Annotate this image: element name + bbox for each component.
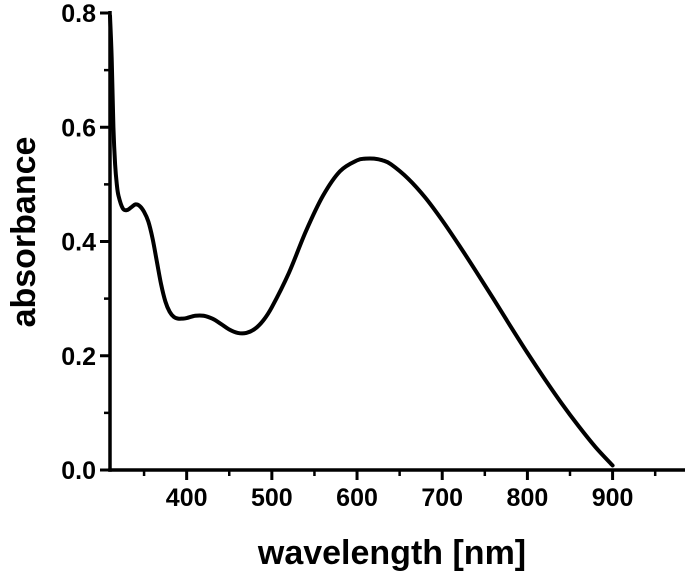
y-axis-title: absorbance	[5, 137, 43, 328]
tick-labels: 400 500 600 700 800 900 0.0 0.2 0.4 0.6 0.8	[61, 0, 633, 512]
x-tick-label: 800	[507, 484, 549, 512]
x-tick-label: 600	[336, 484, 378, 512]
x-tick-label: 500	[251, 484, 293, 512]
x-tick-label: 900	[592, 484, 634, 512]
absorbance-curve	[108, 13, 615, 468]
x-axis-title: wavelength [nm]	[257, 534, 526, 572]
y-tick-label: 0.8	[61, 0, 96, 28]
x-tick-label: 700	[421, 484, 463, 512]
y-tick-label: 0.2	[61, 343, 96, 371]
tick-marks	[100, 11, 657, 480]
y-tick-label: 0.0	[61, 457, 96, 485]
y-tick-label: 0.4	[61, 229, 96, 257]
y-tick-label: 0.6	[61, 114, 96, 142]
x-tick-label: 400	[166, 484, 208, 512]
